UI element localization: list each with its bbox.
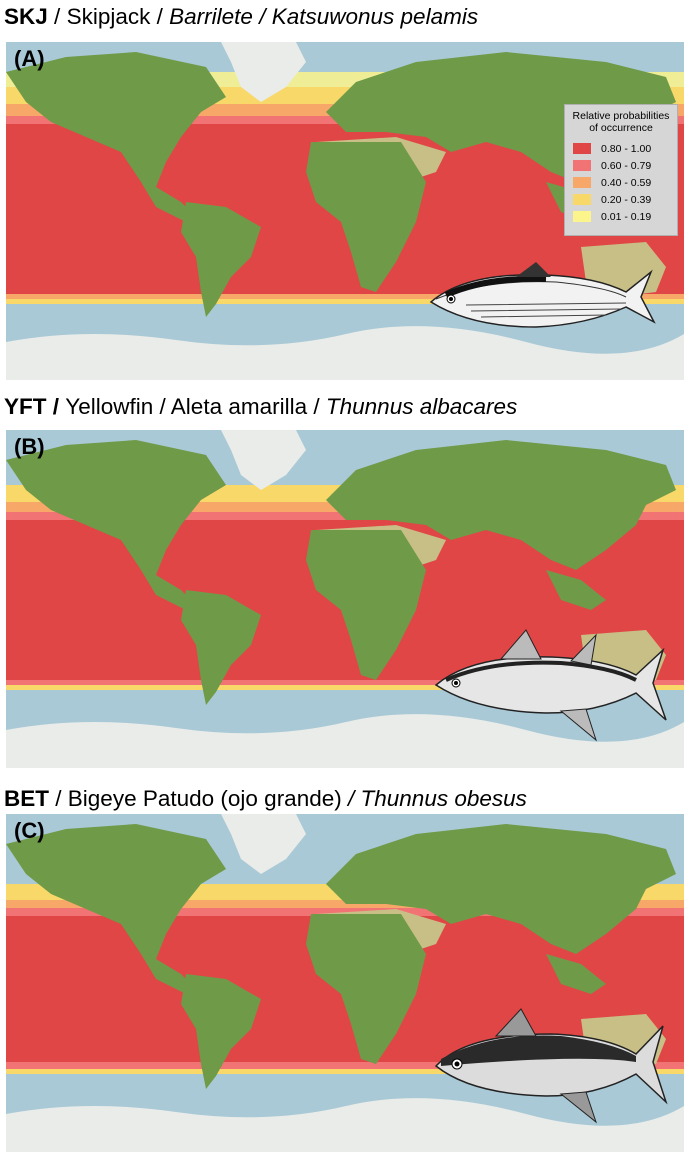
legend-item: 0.01 - 0.19 xyxy=(573,208,677,225)
common-name-es: Aleta amarilla xyxy=(171,394,307,419)
common-name-en: Bigeye xyxy=(68,786,137,811)
species-code: BET xyxy=(4,786,49,811)
panel-title-bet: BET / Bigeye Patudo (ojo grande) / Thunn… xyxy=(4,786,527,812)
legend-item: 0.20 - 0.39 xyxy=(573,191,677,208)
panel-label: (C) xyxy=(14,818,45,844)
common-name-en: Skipjack xyxy=(67,4,151,29)
distribution-map-skj: (A) Relative probabilities of occurrence… xyxy=(6,42,684,380)
panel-label: (B) xyxy=(14,434,45,460)
common-name-es: Barrilete xyxy=(169,4,253,29)
legend-item: 0.40 - 0.59 xyxy=(573,174,677,191)
panel-skj: SKJ / Skipjack / Barrilete / Katsuwonus … xyxy=(0,0,691,384)
legend-swatch xyxy=(573,194,591,205)
scientific-name: Thunnus albacares xyxy=(326,394,517,419)
distribution-map-bet: (C) xyxy=(6,814,684,1152)
legend-swatch xyxy=(573,143,591,154)
legend-item: 0.60 - 0.79 xyxy=(573,157,677,174)
scientific-name: Katsuwonus pelamis xyxy=(272,4,478,29)
legend-item: 0.80 - 1.00 xyxy=(573,140,677,157)
bigeye-illustration xyxy=(431,1004,671,1124)
skipjack-illustration xyxy=(426,257,656,337)
panel-label: (A) xyxy=(14,46,45,72)
panel-bet: BET / Bigeye Patudo (ojo grande) / Thunn… xyxy=(0,776,691,1157)
distribution-map-yft: (B) xyxy=(6,430,684,768)
yellowfin-illustration xyxy=(431,625,671,745)
legend: Relative probabilities of occurrence 0.8… xyxy=(564,104,678,236)
legend-swatch xyxy=(573,211,591,222)
legend-swatch xyxy=(573,160,591,171)
panel-yft: YFT / Yellowfin / Aleta amarilla / Thunn… xyxy=(0,390,691,770)
panel-title-yft: YFT / Yellowfin / Aleta amarilla / Thunn… xyxy=(4,394,517,420)
scientific-name: Thunnus obesus xyxy=(361,786,527,811)
common-name-en: Yellowfin xyxy=(65,394,153,419)
legend-title: Relative probabilities of occurrence xyxy=(565,110,677,134)
species-code: SKJ xyxy=(4,4,48,29)
species-code: YFT xyxy=(4,394,47,419)
common-name-es: Patudo (ojo grande) xyxy=(143,786,342,811)
panel-title-skj: SKJ / Skipjack / Barrilete / Katsuwonus … xyxy=(4,4,478,30)
legend-swatch xyxy=(573,177,591,188)
